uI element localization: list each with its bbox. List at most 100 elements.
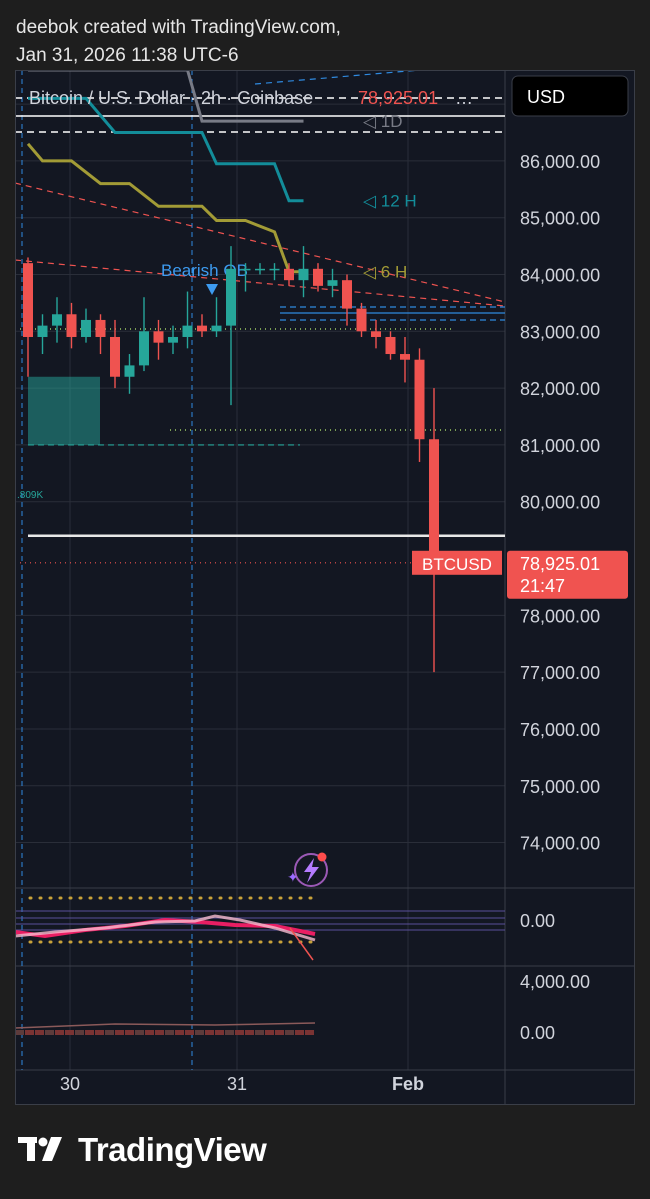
hist-bar [165, 1030, 174, 1035]
hist-bar [295, 1030, 304, 1035]
tradingview-logo[interactable]: TradingView [18, 1131, 267, 1169]
candle-body [52, 314, 62, 326]
hist-bar [125, 1030, 134, 1035]
hist-bar [185, 1030, 194, 1035]
hist-bar [105, 1030, 114, 1035]
y-tick-label: 85,000.00 [520, 209, 600, 229]
lightning-icon [304, 858, 319, 883]
hist-bar [215, 1030, 224, 1035]
y-tick-label: 83,000.00 [520, 322, 600, 342]
candle-body [226, 268, 236, 326]
symbol-tag [412, 550, 502, 575]
author-header: deebok created with TradingView.com, Jan… [16, 14, 341, 70]
hist-bar [35, 1030, 44, 1035]
hist-bar [135, 1030, 144, 1035]
osc-y-tick-label: 0.00 [520, 911, 555, 931]
candle-body [124, 365, 135, 377]
trendline-red [15, 259, 506, 307]
candle-body [284, 268, 294, 281]
candle-body [356, 308, 367, 332]
y-tick-label: 82,000.00 [520, 379, 600, 399]
hist-bar [245, 1030, 254, 1035]
candle-body [182, 325, 193, 337]
candle-body [298, 268, 309, 281]
notification-dot [317, 852, 327, 862]
x-tick-label: Feb [392, 1074, 424, 1094]
candle-body [95, 319, 106, 337]
price-chart[interactable]: 87,000.0086,000.0085,000.0084,000.0083,0… [15, 70, 635, 1105]
ma-label-12h: ◁ 12 H [363, 192, 417, 211]
hist-bar [65, 1030, 74, 1035]
y-tick-label: 84,000.00 [520, 266, 600, 286]
hist-bar [55, 1030, 64, 1035]
hist-y-tick-label: 4,000.00 [520, 972, 590, 992]
candle-body [66, 314, 77, 337]
y-tick-label: 74,000.00 [520, 834, 600, 854]
currency-button[interactable] [511, 75, 629, 117]
y-tick-label: 77,000.00 [520, 663, 600, 683]
hist-bar [265, 1030, 274, 1035]
trendline-red [15, 182, 506, 303]
candle-body [313, 268, 323, 286]
candle-body [168, 336, 178, 343]
sparkle-icon: ✦ [287, 869, 299, 885]
trendline-blue [254, 70, 421, 85]
hist-bar [205, 1030, 214, 1035]
y-tick-label: 86,000.00 [520, 152, 600, 172]
bearish-ob-marker [206, 284, 218, 295]
hist-signal-line [15, 1022, 316, 1029]
hist-bar [145, 1030, 154, 1035]
symbol-ellipsis: … [455, 88, 473, 108]
hist-y-tick-label: 0.00 [520, 1023, 555, 1043]
hist-bar [275, 1030, 284, 1035]
candle-body [240, 268, 251, 271]
symbol-title[interactable]: Bitcoin / U.S. Dollar · 2h · Coinbase [29, 88, 313, 108]
hist-bar [25, 1030, 34, 1035]
hist-bar [195, 1030, 204, 1035]
timestamp-line: Jan 31, 2026 11:38 UTC-6 [16, 45, 239, 66]
candle-body [400, 354, 410, 360]
chart-border [15, 70, 635, 1105]
hist-bar [115, 1030, 124, 1035]
hist-bar [45, 1030, 54, 1035]
countdown-timer: 21:47 [520, 576, 565, 596]
brand-name: TradingView [78, 1131, 267, 1168]
y-tick-label: 76,000.00 [520, 720, 600, 740]
hist-bar [255, 1030, 264, 1035]
candle-body [414, 359, 425, 440]
osc-line-tail [289, 927, 314, 961]
osc-line-signal [15, 914, 316, 942]
price-tags: ✦ USD Bitcoin / U.S. Dollar · 2h · Coinbas… [15, 70, 635, 1105]
candle-body [211, 325, 222, 332]
ma-label-6h: ◁ 6 H [363, 263, 407, 282]
candle-body [37, 325, 48, 337]
ma-line-12h [28, 96, 304, 203]
x-tick-label: 31 [227, 1074, 247, 1094]
hist-bar [75, 1030, 84, 1035]
hist-bar [305, 1030, 314, 1035]
hist-bar [235, 1030, 244, 1035]
chart-container[interactable]: 87,000.0086,000.0085,000.0084,000.0083,0… [15, 70, 635, 1105]
hist-bar [225, 1030, 234, 1035]
ma-label-1d: ◁ 1D [363, 112, 403, 131]
y-tick-label: 75,000.00 [520, 777, 600, 797]
candle-body [153, 331, 164, 343]
candle-body [342, 280, 352, 309]
flash-icon[interactable] [294, 853, 328, 887]
currency-button-label[interactable]: USD [527, 87, 565, 107]
last-price-tag [507, 550, 628, 599]
candle-body [110, 336, 120, 377]
y-tick-label: 78,000.00 [520, 606, 600, 626]
x-tick-label: 30 [60, 1074, 80, 1094]
symbol-tag-label: BTCUSD [422, 555, 492, 574]
x-axis-labels: 30 31 Feb [60, 1074, 424, 1094]
demand-zone [28, 376, 100, 445]
y-tick-label: 80,000.00 [520, 493, 600, 513]
volume-label: .809K [17, 490, 43, 501]
y-tick-label: 81,000.00 [520, 436, 600, 456]
hist-bar [175, 1030, 184, 1035]
ma-line-1d [28, 70, 304, 123]
candle-body [81, 319, 91, 337]
hist-bar [285, 1030, 294, 1035]
